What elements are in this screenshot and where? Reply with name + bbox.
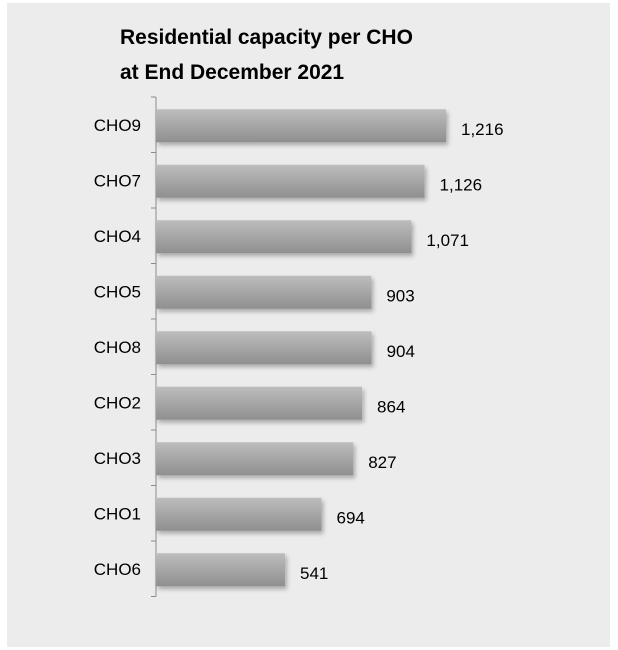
chart-title-line-1: Residential capacity per CHO — [120, 26, 413, 49]
category-label: CHO5 — [94, 282, 141, 301]
value-label: 903 — [386, 286, 414, 305]
bar — [156, 275, 372, 309]
value-label: 1,216 — [461, 120, 504, 139]
category-label: CHO6 — [94, 560, 141, 579]
value-label: 864 — [377, 397, 405, 416]
value-label: 1,071 — [426, 231, 469, 250]
bar — [156, 109, 446, 143]
bar — [156, 331, 372, 365]
bar — [156, 442, 354, 476]
chart-title-line-2: at End December 2021 — [120, 61, 345, 84]
category-label: CHO2 — [94, 393, 141, 412]
chart-title: Residential capacity per CHO at End Dece… — [120, 20, 540, 90]
value-label: 694 — [337, 508, 365, 527]
bar — [156, 164, 425, 198]
value-label: 904 — [387, 342, 415, 361]
bar — [156, 497, 322, 531]
category-label: CHO9 — [94, 116, 141, 135]
category-label: CHO1 — [94, 504, 141, 523]
category-label: CHO3 — [94, 449, 141, 468]
bar — [156, 553, 286, 587]
value-label: 1,126 — [440, 175, 483, 194]
category-label: CHO4 — [94, 227, 141, 246]
bar — [156, 386, 363, 420]
category-label: CHO8 — [94, 338, 141, 357]
value-label: 827 — [368, 453, 396, 472]
category-label: CHO7 — [94, 171, 141, 190]
bar — [156, 220, 412, 254]
value-label: 541 — [300, 564, 328, 583]
